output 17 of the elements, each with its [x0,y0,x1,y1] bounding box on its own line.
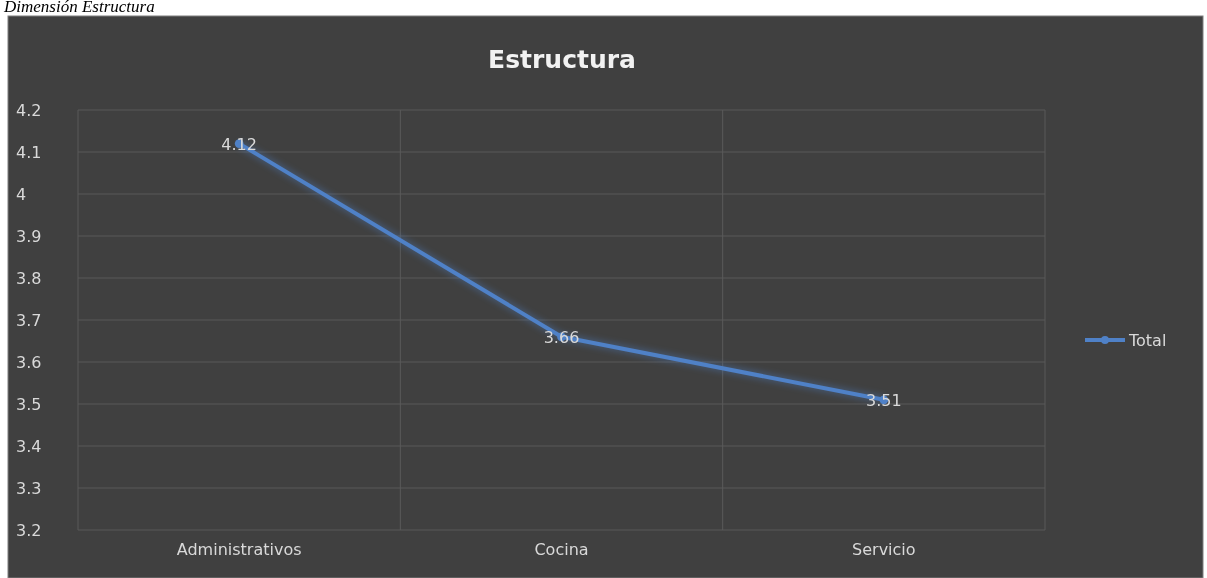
y-tick-label: 3.7 [16,310,42,330]
x-tick-label: Cocina [534,540,589,560]
y-tick-label: 4.2 [16,100,42,120]
legend-label: Total [1128,331,1167,350]
text: Dimensión Estructura [3,0,155,16]
x-tick-label: Servicio [852,540,916,560]
y-tick-label: 3.5 [16,394,42,414]
y-tick-label: 3.3 [16,478,42,498]
y-tick-label: 4.1 [16,142,42,162]
chart-title: Estructura [488,45,636,74]
y-tick-label: 3.9 [16,226,42,246]
x-tick-label: Administrativos [176,540,302,560]
y-tick-label: 3.4 [16,436,42,456]
y-tick-label: 3.6 [16,352,42,372]
y-tick-label: 4 [16,184,27,204]
y-tick-label: 3.8 [16,268,42,288]
y-tick-label: 3.2 [16,520,42,540]
